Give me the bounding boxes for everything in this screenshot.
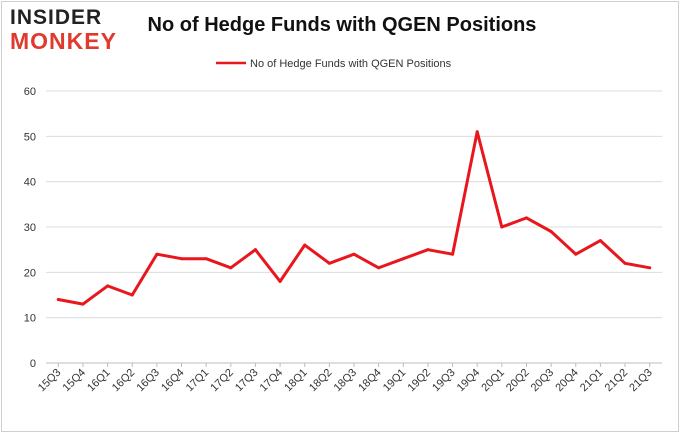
y-tick-label-10: 10	[24, 313, 36, 325]
x-tick-label-18Q3: 18Q3	[332, 367, 360, 395]
data-point-18Q1	[303, 243, 307, 247]
data-point-18Q3	[352, 252, 356, 256]
x-tick-label-20Q3: 20Q3	[529, 367, 557, 395]
x-tick-label-18Q1: 18Q1	[282, 367, 310, 395]
data-point-16Q3	[155, 252, 159, 256]
legend: No of Hedge Funds with QGEN Positions	[216, 58, 452, 70]
x-tick-label-15Q3: 15Q3	[36, 367, 64, 395]
x-tick-label-21Q3: 21Q3	[627, 367, 655, 395]
chart-title: No of Hedge Funds with QGEN Positions	[147, 14, 537, 36]
data-point-17Q1	[204, 257, 208, 261]
data-point-17Q2	[229, 266, 233, 270]
x-tick-label-21Q1: 21Q1	[578, 367, 606, 395]
y-tick-label-30: 30	[24, 222, 36, 234]
y-tick-label-50: 50	[24, 131, 36, 143]
grid-lines	[46, 90, 662, 364]
legend-label: No of Hedge Funds with QGEN Positions	[250, 58, 452, 70]
data-point-15Q3	[56, 298, 60, 302]
logo-top-text: INSIDER	[10, 6, 103, 29]
data-point-19Q2	[426, 248, 430, 252]
x-tick-label-16Q2: 16Q2	[110, 367, 138, 395]
series-line-0	[56, 130, 652, 306]
data-point-20Q2	[524, 216, 528, 220]
data-point-17Q3	[253, 248, 257, 252]
x-tick-label-17Q4: 17Q4	[258, 367, 286, 395]
x-tick-label-19Q3: 19Q3	[430, 367, 458, 395]
data-point-16Q1	[106, 284, 110, 288]
x-tick-label-17Q2: 17Q2	[208, 367, 236, 395]
data-point-21Q1	[598, 239, 602, 243]
x-tick-label-20Q2: 20Q2	[504, 367, 532, 395]
data-point-20Q1	[500, 225, 504, 229]
x-tick-label-20Q1: 20Q1	[479, 367, 507, 395]
y-tick-label-20: 20	[24, 267, 36, 279]
x-tick-label-19Q2: 19Q2	[406, 367, 434, 395]
y-tick-label-40: 40	[24, 177, 36, 189]
y-tick-label-60: 60	[24, 86, 36, 98]
data-point-15Q4	[81, 302, 85, 306]
insider-monkey-logo: INSIDER MONKEY	[10, 7, 130, 55]
y-tick-label-0: 0	[30, 358, 36, 370]
data-point-19Q1	[401, 257, 405, 261]
x-tick-label-16Q4: 16Q4	[159, 367, 187, 395]
x-axis: 15Q315Q416Q116Q216Q316Q417Q117Q217Q317Q4…	[36, 363, 655, 394]
data-point-19Q4	[475, 130, 479, 134]
x-tick-label-17Q3: 17Q3	[233, 367, 261, 395]
x-tick-label-15Q4: 15Q4	[61, 367, 89, 395]
x-tick-label-19Q4: 19Q4	[455, 367, 483, 395]
x-tick-label-21Q2: 21Q2	[603, 367, 631, 395]
data-point-20Q4	[574, 252, 578, 256]
series-layer	[56, 130, 652, 306]
x-tick-label-20Q4: 20Q4	[553, 367, 581, 395]
x-tick-label-17Q1: 17Q1	[184, 367, 212, 395]
x-tick-label-18Q4: 18Q4	[356, 367, 384, 395]
data-point-18Q4	[377, 266, 381, 270]
x-tick-label-19Q1: 19Q1	[381, 367, 409, 395]
data-point-21Q3	[648, 266, 652, 270]
logo-bottom-text: MONKEY	[10, 28, 117, 54]
data-point-16Q2	[130, 293, 134, 297]
data-point-18Q2	[327, 261, 331, 265]
data-point-16Q4	[180, 257, 184, 261]
data-point-19Q3	[451, 252, 455, 256]
data-point-21Q2	[623, 261, 627, 265]
data-point-20Q3	[549, 230, 553, 234]
x-tick-label-18Q2: 18Q2	[307, 367, 335, 395]
y-axis: 0 10 20 30 40 50 60	[24, 86, 36, 370]
x-tick-label-16Q3: 16Q3	[134, 367, 162, 395]
data-point-17Q4	[278, 279, 282, 283]
x-tick-label-16Q1: 16Q1	[85, 367, 113, 395]
